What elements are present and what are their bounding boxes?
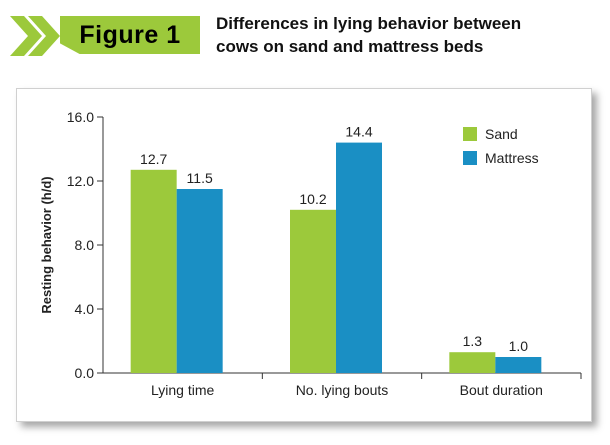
bar-mattress: [336, 142, 382, 373]
legend-label-mattress: Mattress: [485, 150, 539, 166]
data-label-sand: 1.3: [463, 333, 483, 349]
legend-swatch-sand: [463, 127, 477, 141]
y-tick-label: 0.0: [75, 365, 95, 381]
figure-header: Figure 1 Differences in lying behavior b…: [0, 0, 610, 80]
figure-badge: Figure 1: [60, 16, 200, 54]
bar-mattress: [176, 189, 223, 373]
figure-title-line-2: cows on sand and mattress beds: [216, 37, 484, 56]
y-axis-label: Resting behavior (h/d): [39, 176, 54, 313]
bar-chart: 0.0 4.0 8.0 12.0 16.0 Resting behavior (h/d) 1…: [39, 109, 582, 398]
x-tick-label: No. lying bouts: [296, 382, 389, 398]
bar-mattress: [495, 357, 542, 373]
data-label-sand: 12.7: [140, 151, 167, 167]
bar-sand: [449, 352, 496, 373]
y-tick-label: 4.0: [75, 301, 95, 317]
x-tick-label: Bout duration: [460, 382, 543, 398]
data-label-mattress: 11.5: [187, 170, 213, 186]
y-tick-label: 16.0: [67, 109, 94, 125]
bar-sand: [130, 169, 177, 373]
legend-label-sand: Sand: [485, 126, 518, 142]
chevron-arrows-icon: [10, 16, 60, 56]
chevron-right-shape: [28, 16, 60, 56]
figure-title: Differences in lying behavior between co…: [216, 12, 596, 58]
data-label-sand: 10.2: [299, 191, 326, 207]
y-tick-label: 8.0: [75, 237, 95, 253]
figure-title-line-1: Differences in lying behavior between: [216, 14, 522, 33]
data-label-mattress: 14.4: [345, 124, 372, 140]
legend-swatch-mattress: [463, 151, 477, 165]
data-label-mattress: 1.0: [509, 338, 529, 354]
chart-panel: 0.0 4.0 8.0 12.0 16.0 Resting behavior (h/d) 1…: [16, 88, 592, 422]
chevron-left-shape: [10, 16, 42, 56]
y-tick-label: 12.0: [67, 173, 94, 189]
x-tick-label: Lying time: [151, 382, 215, 398]
bar-sand: [290, 209, 336, 373]
